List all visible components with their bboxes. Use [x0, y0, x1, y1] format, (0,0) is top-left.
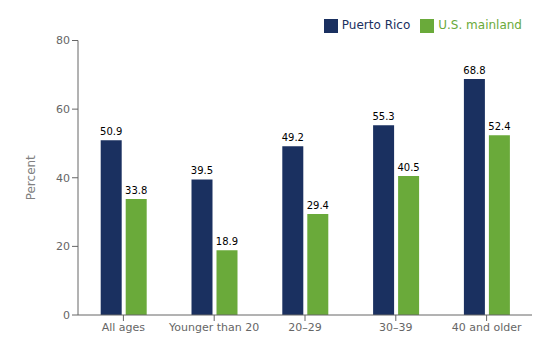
svg-text:18.9: 18.9 [216, 236, 238, 247]
svg-text:55.3: 55.3 [372, 111, 394, 122]
svg-text:Younger than 20: Younger than 20 [168, 321, 259, 334]
svg-text:52.4: 52.4 [488, 121, 510, 132]
html-text:U.S. mainland: U.S. mainland [438, 18, 522, 32]
svg-text:All ages: All ages [102, 321, 146, 334]
svg-text:68.8: 68.8 [463, 65, 485, 76]
svg-text:29.4: 29.4 [307, 200, 329, 211]
svg-text:60: 60 [56, 103, 70, 116]
svg-text:39.5: 39.5 [191, 165, 213, 176]
html-text:Puerto Rico: Puerto Rico [341, 18, 411, 32]
svg-text:40: 40 [56, 172, 70, 185]
svg-text:80: 80 [56, 34, 70, 47]
svg-text:20: 20 [56, 240, 70, 253]
svg-text:40.5: 40.5 [397, 162, 419, 173]
svg-text:Percent: Percent [24, 155, 38, 200]
svg-text:0: 0 [63, 309, 70, 322]
svg-text:49.2: 49.2 [282, 132, 304, 143]
svg-text:50.9: 50.9 [100, 126, 122, 137]
svg-text:30–39: 30–39 [379, 321, 413, 334]
svg-text:20–29: 20–29 [288, 321, 322, 334]
svg-text:40 and older: 40 and older [452, 321, 522, 334]
svg-text:33.8: 33.8 [125, 185, 147, 196]
